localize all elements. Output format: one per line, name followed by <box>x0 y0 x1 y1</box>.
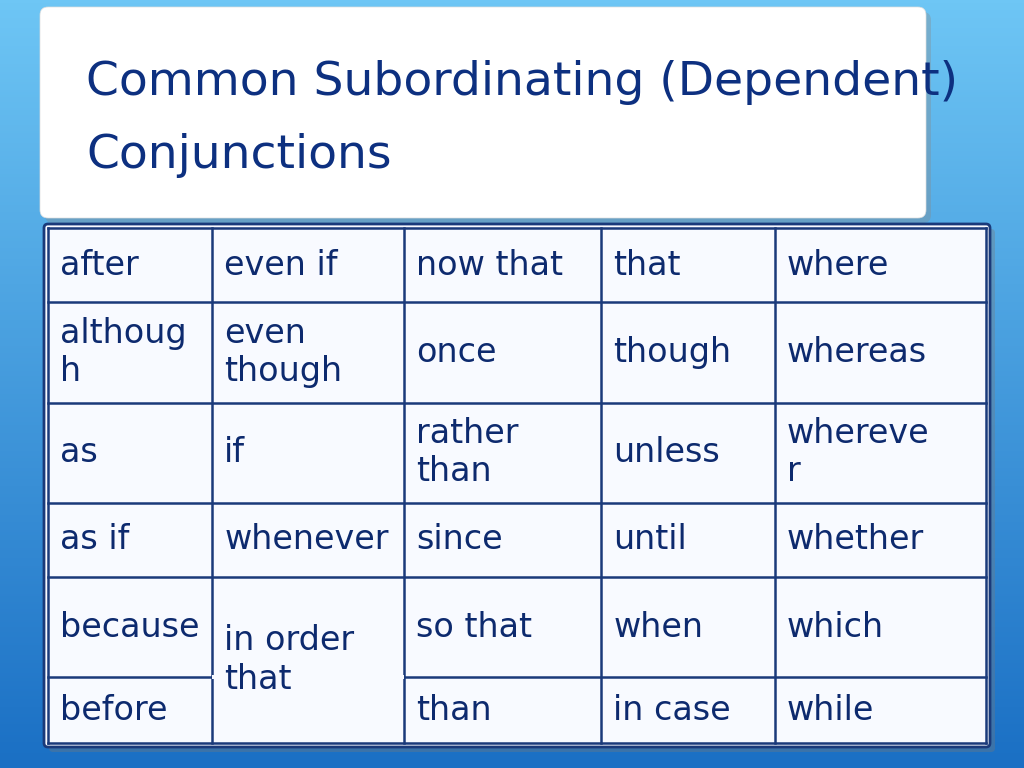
Text: so that: so that <box>417 611 532 644</box>
Text: whenever: whenever <box>224 523 389 556</box>
Text: that: that <box>613 249 681 282</box>
Text: whereve
r: whereve r <box>787 417 930 488</box>
Text: unless: unless <box>613 436 720 469</box>
Text: whereas: whereas <box>787 336 927 369</box>
Text: as if: as if <box>60 523 129 556</box>
FancyBboxPatch shape <box>49 229 995 752</box>
Text: Common Subordinating (Dependent): Common Subordinating (Dependent) <box>86 60 958 105</box>
Text: since: since <box>417 523 503 556</box>
FancyBboxPatch shape <box>45 12 931 223</box>
Text: than: than <box>417 694 493 727</box>
Text: while: while <box>787 694 874 727</box>
Text: althoug
h: althoug h <box>60 317 186 388</box>
Text: even if: even if <box>224 249 338 282</box>
Text: as: as <box>60 436 97 469</box>
Text: though: though <box>613 336 731 369</box>
Text: when: when <box>613 611 703 644</box>
Text: once: once <box>417 336 497 369</box>
Text: after: after <box>60 249 138 282</box>
Text: until: until <box>613 523 687 556</box>
Text: even
though: even though <box>224 317 342 388</box>
Text: because: because <box>60 611 200 644</box>
Text: whether: whether <box>787 523 925 556</box>
Text: where: where <box>787 249 889 282</box>
Text: if: if <box>224 436 245 469</box>
FancyBboxPatch shape <box>44 224 990 747</box>
Text: Conjunctions: Conjunctions <box>86 133 391 178</box>
Text: in order
that: in order that <box>224 624 354 696</box>
Text: in case: in case <box>613 694 731 727</box>
Text: rather
than: rather than <box>417 417 519 488</box>
Text: which: which <box>787 611 884 644</box>
FancyBboxPatch shape <box>40 7 926 218</box>
Text: now that: now that <box>417 249 563 282</box>
Text: before: before <box>60 694 168 727</box>
